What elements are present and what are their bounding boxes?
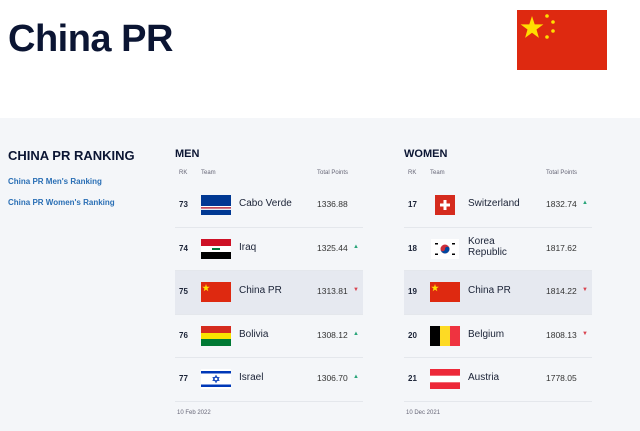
page-title: China PR xyxy=(8,18,173,60)
rank: 77 xyxy=(179,374,188,383)
table-row[interactable]: 19 China PR 1814.22 ▼ xyxy=(404,271,592,315)
table-row[interactable]: 76 Bolivia 1308.12 ▲ xyxy=(175,315,363,358)
trend-up-icon: ▲ xyxy=(353,330,359,337)
total-points: 1336.88 xyxy=(317,199,348,209)
rank: 18 xyxy=(408,243,417,253)
table-row[interactable]: 20 Belgium 1808.13 ▼ xyxy=(404,315,592,358)
team-name[interactable]: China PR xyxy=(239,285,282,296)
rank: 21 xyxy=(408,374,417,383)
rank: 76 xyxy=(179,330,188,340)
total-points: 1778.05 xyxy=(546,373,577,383)
table-row[interactable]: 17 Switzerland 1832.74 ▲ xyxy=(404,184,592,228)
table-row[interactable]: 73 Cabo Verde 1336.88 xyxy=(175,184,363,228)
trend-down-icon: ▼ xyxy=(582,330,588,337)
total-points: 1817.62 xyxy=(546,242,577,253)
china-flag-icon xyxy=(517,10,607,70)
women-ranking-link[interactable]: China PR Women's Ranking xyxy=(8,198,115,207)
team-header: Team xyxy=(430,170,445,176)
china-flag-icon xyxy=(430,282,460,302)
total-points: 1832.74 xyxy=(546,199,577,209)
women-ranking-table: WOMEN RK Team Total Points 17 Switzerlan… xyxy=(404,148,592,416)
table-header: RK Team Total Points xyxy=(404,168,592,184)
table-header: RK Team Total Points xyxy=(175,168,363,184)
total-points: 1308.12 xyxy=(317,329,348,340)
table-row[interactable]: 18 Korea Republic 1817.62 xyxy=(404,228,592,271)
rank: 74 xyxy=(179,243,188,253)
sidebar-heading: CHINA PR RANKING xyxy=(8,148,135,163)
team-name[interactable]: China PR xyxy=(468,285,511,296)
israel-flag-icon xyxy=(201,369,231,389)
ranking-date: 10 Dec 2021 xyxy=(406,409,441,416)
table-row[interactable]: 77 Israel 1306.70 ▲ xyxy=(175,358,363,402)
points-header: Total Points xyxy=(317,170,349,176)
team-name[interactable]: Switzerland xyxy=(468,198,520,209)
total-points: 1325.44 xyxy=(317,242,348,253)
rk-header: RK xyxy=(408,170,417,176)
trend-up-icon: ▲ xyxy=(582,200,588,206)
rank: 75 xyxy=(179,287,188,296)
team-name[interactable]: Bolivia xyxy=(239,328,269,340)
trend-down-icon: ▼ xyxy=(582,287,588,293)
china-flag-icon xyxy=(201,282,231,302)
total-points: 1313.81 xyxy=(317,286,348,296)
team-name[interactable]: Korea Republic xyxy=(468,235,507,258)
table-row[interactable]: 75 China PR 1313.81 ▼ xyxy=(175,271,363,315)
table-row[interactable]: 74 Iraq 1325.44 ▲ xyxy=(175,228,363,271)
ranking-section: CHINA PR RANKING China PR Men's Ranking … xyxy=(0,118,640,431)
men-ranking-link[interactable]: China PR Men's Ranking xyxy=(8,177,102,186)
total-points: 1306.70 xyxy=(317,373,348,383)
team-header: Team xyxy=(201,170,216,176)
trend-up-icon: ▲ xyxy=(353,243,359,250)
team-name[interactable]: Belgium xyxy=(468,328,505,340)
trend-down-icon: ▼ xyxy=(353,287,359,293)
points-header: Total Points xyxy=(546,170,578,176)
ranking-date: 10 Feb 2022 xyxy=(177,409,211,416)
team-name[interactable]: Austria xyxy=(468,372,500,383)
switzerland-flag-icon xyxy=(435,195,455,215)
women-heading: WOMEN xyxy=(404,148,448,160)
rk-header: RK xyxy=(179,170,188,176)
trend-up-icon: ▲ xyxy=(353,374,359,380)
table-row[interactable]: 21 Austria 1778.05 xyxy=(404,358,592,402)
team-name[interactable]: Iraq xyxy=(239,241,257,253)
korea-flag-icon xyxy=(431,238,459,259)
belgium-flag-icon xyxy=(430,325,460,346)
total-points: 1814.22 xyxy=(546,286,577,296)
austria-flag-icon xyxy=(430,369,460,389)
team-name[interactable]: Cabo Verde xyxy=(239,198,292,209)
team-name[interactable]: Israel xyxy=(239,372,264,383)
men-heading: MEN xyxy=(175,148,200,160)
bolivia-flag-icon xyxy=(201,325,231,346)
rank: 17 xyxy=(408,200,417,209)
men-ranking-table: MEN RK Team Total Points 73 Cabo Verde 1… xyxy=(175,148,363,416)
rank: 73 xyxy=(179,200,188,209)
rank: 20 xyxy=(408,330,417,340)
total-points: 1808.13 xyxy=(546,329,577,340)
iraq-flag-icon xyxy=(201,238,231,259)
rank: 19 xyxy=(408,287,417,296)
cabo-verde-flag-icon xyxy=(201,195,231,215)
